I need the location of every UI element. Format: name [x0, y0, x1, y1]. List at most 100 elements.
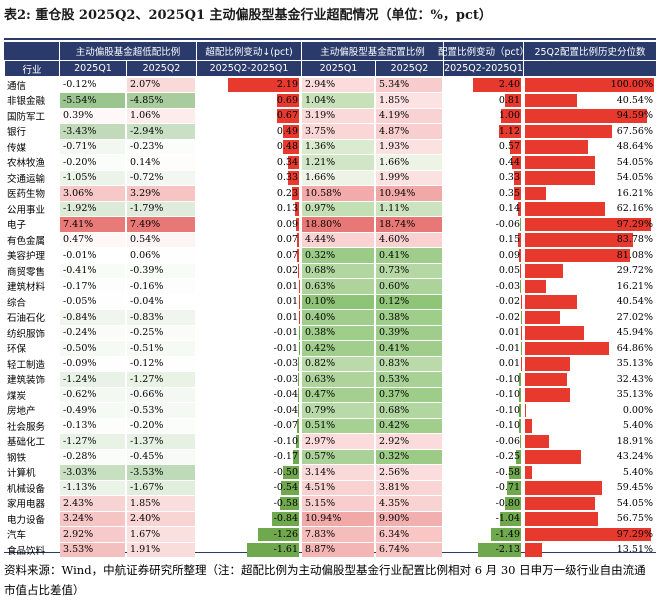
header-group-0: 主动偏股基金超低配比例 — [60, 42, 196, 60]
table-row: 通信 -0.12% 2.07% 2.19 2.94% 5.34% 2.40 100.00% — [4, 77, 656, 93]
industry-name: 家用电器 — [7, 499, 46, 511]
allocation-change-value: -0.02 — [495, 311, 520, 323]
allocation-q1: 3.14% — [302, 465, 374, 480]
overweight-q1: -5.54% — [60, 93, 125, 108]
table-row: 煤炭 -0.62% -0.66% -0.04 0.47% 0.37% -0.10 35.13% — [4, 387, 656, 403]
overweight-change-value: 0.01 — [276, 311, 298, 323]
industry-name: 美容护理 — [7, 251, 46, 263]
percentile-value: 0.00% — [622, 404, 653, 416]
overweight-change-bar — [282, 465, 299, 479]
percentile-bar — [525, 233, 634, 247]
percentile-value: 81.08% — [616, 249, 653, 261]
overweight-q1: -1.24% — [60, 372, 125, 387]
overweight-change-bar — [288, 171, 299, 185]
allocation-change-bar — [519, 388, 521, 402]
allocation-q2: 3.81% — [376, 480, 442, 495]
overweight-change-bar — [276, 93, 299, 107]
allocation-q1: 2.97% — [302, 434, 374, 449]
percentile-bar — [525, 248, 630, 262]
overweight-q1: -0.17% — [60, 279, 125, 294]
percentile-bar — [525, 527, 651, 541]
overweight-q1: 3.24% — [60, 511, 125, 526]
overweight-change-bar — [298, 295, 300, 309]
allocation-change-bar — [519, 372, 521, 386]
overweight-change-value: -0.01 — [273, 327, 298, 339]
table-row: 汽车 2.92% 1.67% -1.26 7.83% 6.34% -1.49 97.29% — [4, 527, 656, 543]
overweight-q2: -1.79% — [127, 201, 195, 216]
allocation-change-bar — [501, 109, 521, 123]
allocation-q1: 5.15% — [302, 496, 374, 511]
overweight-q1: 3.06% — [60, 186, 125, 201]
allocation-q1: 4.51% — [302, 480, 374, 495]
allocation-q2: 0.60% — [376, 279, 442, 294]
overweight-q2: -1.37% — [127, 434, 195, 449]
percentile-bar — [525, 465, 532, 479]
allocation-q1: 7.83% — [302, 527, 374, 542]
table-row: 家用电器 2.43% 1.85% -0.58 5.15% 4.35% -0.80 54.05% — [4, 496, 656, 512]
industry-name: 机械设备 — [7, 483, 46, 495]
allocation-change-value: 2.40 — [498, 79, 520, 91]
percentile-bar — [525, 403, 526, 417]
overweight-q2: -0.04% — [127, 294, 195, 309]
overweight-q1: 7.41% — [60, 217, 125, 232]
table-row: 建筑材料 -0.17% -0.16% 0.01 0.63% 0.60% -0.03 16.21… — [4, 279, 656, 295]
allocation-q2: 18.74% — [376, 217, 442, 232]
table-row: 环保 -0.50% -0.51% -0.01 0.42% 0.41% -0.01 64.86% — [4, 341, 656, 357]
allocation-change-value: -0.03 — [495, 280, 520, 292]
overweight-q1: -0.09% — [60, 356, 125, 371]
overweight-q1: -0.84% — [60, 310, 125, 325]
overweight-change-bar — [298, 341, 300, 355]
overweight-q1: -1.05% — [60, 170, 125, 185]
allocation-q1: 10.94% — [302, 511, 374, 526]
allocation-q2: 0.68% — [376, 403, 442, 418]
table-row: 建筑装饰 -1.24% -1.27% -0.03 0.63% 0.53% -0.10 32.4… — [4, 372, 656, 388]
allocation-q2: 1.66% — [376, 155, 442, 170]
percentile-value: 94.59% — [616, 110, 653, 122]
table-row: 商贸零售 -0.41% -0.39% 0.02 0.68% 0.73% 0.05 29.72% — [4, 263, 656, 279]
table-row: 国防军工 0.39% 1.06% 0.67 3.19% 4.19% 1.00 94.59% — [4, 108, 656, 124]
allocation-change-bar — [516, 450, 521, 464]
header-col-1: 2025Q1 — [60, 61, 126, 76]
allocation-change-bar — [519, 419, 521, 433]
overweight-change-value: 2.19 — [276, 79, 298, 91]
table-row: 交通运输 -1.05% -0.72% 0.33 1.66% 1.99% 0.33 54.05% — [4, 170, 656, 186]
table-title: 表2: 重仓股 2025Q2、2025Q1 主动偏股型基金行业超配情况（单位：%… — [4, 8, 492, 23]
percentile-value: 16.21% — [616, 280, 653, 292]
header-col-0: 行业 — [5, 61, 59, 76]
industry-name: 汽车 — [7, 530, 27, 542]
percentile-value: 54.05% — [616, 497, 653, 509]
allocation-change-bar — [520, 279, 521, 293]
header-col-6: 2025Q2-2025Q1 — [444, 61, 523, 76]
allocation-change-bar — [478, 543, 521, 557]
overweight-q2: -0.66% — [127, 387, 195, 402]
overweight-q1: -1.13% — [60, 480, 125, 495]
overweight-q1: -3.43% — [60, 124, 125, 139]
overweight-change-bar — [298, 357, 299, 371]
overweight-change-bar — [291, 186, 299, 200]
header-group-1: 超配比例变动↓(pct) — [197, 42, 301, 60]
allocation-q2: 0.38% — [376, 310, 442, 325]
percentile-bar — [525, 93, 578, 107]
allocation-q2: 6.34% — [376, 527, 442, 542]
overweight-change-bar — [296, 233, 299, 247]
percentile-value: 56.75% — [616, 513, 653, 525]
overweight-change-bar — [280, 496, 299, 510]
overweight-q2: -0.51% — [127, 341, 195, 356]
overweight-q1: -1.27% — [60, 434, 125, 449]
allocation-change-value: -0.10 — [495, 373, 520, 385]
overweight-change-bar — [298, 310, 300, 324]
percentile-value: 54.05% — [616, 156, 653, 168]
allocation-q1: 1.04% — [302, 93, 374, 108]
table-row: 计算机 -3.03% -3.53% -0.50 3.14% 2.56% -0.58 5.40% — [4, 465, 656, 481]
overweight-change-bar — [298, 326, 300, 340]
allocation-q2: 0.39% — [376, 325, 442, 340]
overweight-change-bar — [296, 419, 299, 433]
overweight-change-value: 0.07 — [276, 234, 298, 246]
allocation-q1: 2.94% — [302, 77, 374, 92]
allocation-q2: 2.56% — [376, 465, 442, 480]
allocation-change-value: -0.06 — [495, 218, 520, 230]
percentile-value: 13.51% — [616, 544, 653, 556]
percentile-bar — [525, 481, 602, 495]
percentile-bar — [525, 543, 543, 557]
header-col-4: 2025Q1 — [302, 61, 375, 76]
